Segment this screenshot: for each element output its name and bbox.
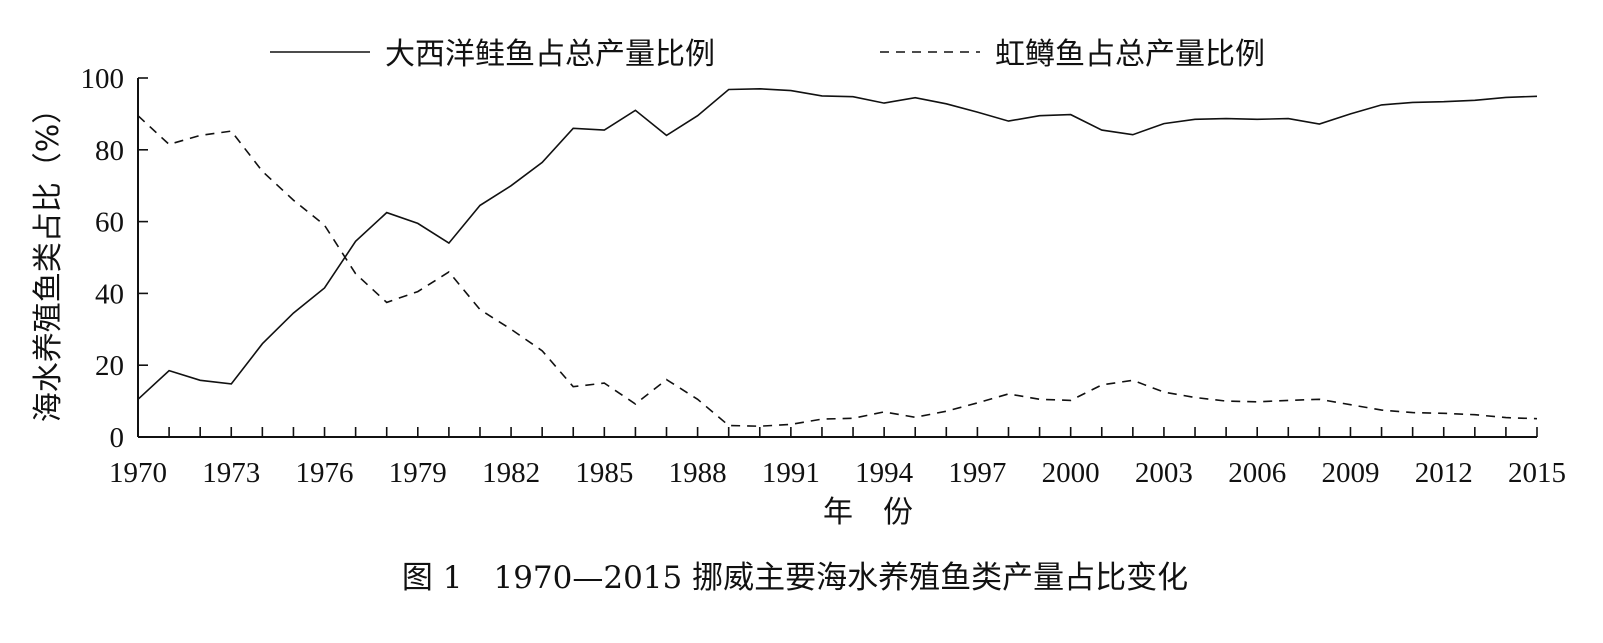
x-tick-label: 1994 (855, 457, 914, 489)
series-line-trout (137, 115, 1538, 428)
x-tick-label: 2009 (1321, 457, 1379, 489)
x-tick-label: 2015 (1508, 457, 1566, 489)
x-tick-label: 2000 (1042, 457, 1100, 489)
legend-label-salmon: 大西洋鲑鱼占总产量比例 (385, 37, 715, 72)
x-tick-label: 1979 (389, 457, 447, 489)
x-axis-title: 年 份 (823, 495, 913, 530)
x-tick-label: 1988 (669, 457, 727, 489)
y-tick-label: 60 (95, 207, 124, 239)
x-tick-label: 2006 (1228, 457, 1286, 489)
y-tick-label: 0 (110, 422, 125, 454)
x-tick-label: 2003 (1135, 457, 1193, 489)
legend-label-trout: 虹鳟鱼占总产量比例 (995, 37, 1265, 72)
x-tick-label: 1997 (948, 457, 1006, 489)
legend: 大西洋鲑鱼占总产量比例 虹鳟鱼占总产量比例 (270, 37, 1265, 72)
y-tick-label: 40 (95, 278, 124, 310)
x-tick-label: 2012 (1415, 457, 1473, 489)
y-axis-title: 海水养殖鱼类占比（%） (31, 94, 66, 423)
x-tick-label: 1982 (482, 457, 540, 489)
x-tick-label: 1973 (202, 457, 260, 489)
series-line-salmon (137, 87, 1538, 400)
x-ticks: 1970 1973 1976 1979 1982 1985 1988 1991 1994 1997… (109, 427, 1566, 489)
figure-caption: 图 1 1970—2015 挪威主要海水养殖鱼类产量占比变化 (402, 560, 1188, 596)
y-tick-label: 100 (81, 63, 125, 95)
x-tick-label: 1976 (296, 457, 354, 489)
y-tick-label: 80 (95, 135, 124, 167)
x-tick-label: 1991 (762, 457, 820, 489)
y-tick-label: 20 (95, 350, 124, 382)
x-tick-label: 1970 (109, 457, 167, 489)
y-ticks: 0 20 40 60 80 100 (81, 63, 148, 454)
x-tick-label: 1985 (575, 457, 633, 489)
